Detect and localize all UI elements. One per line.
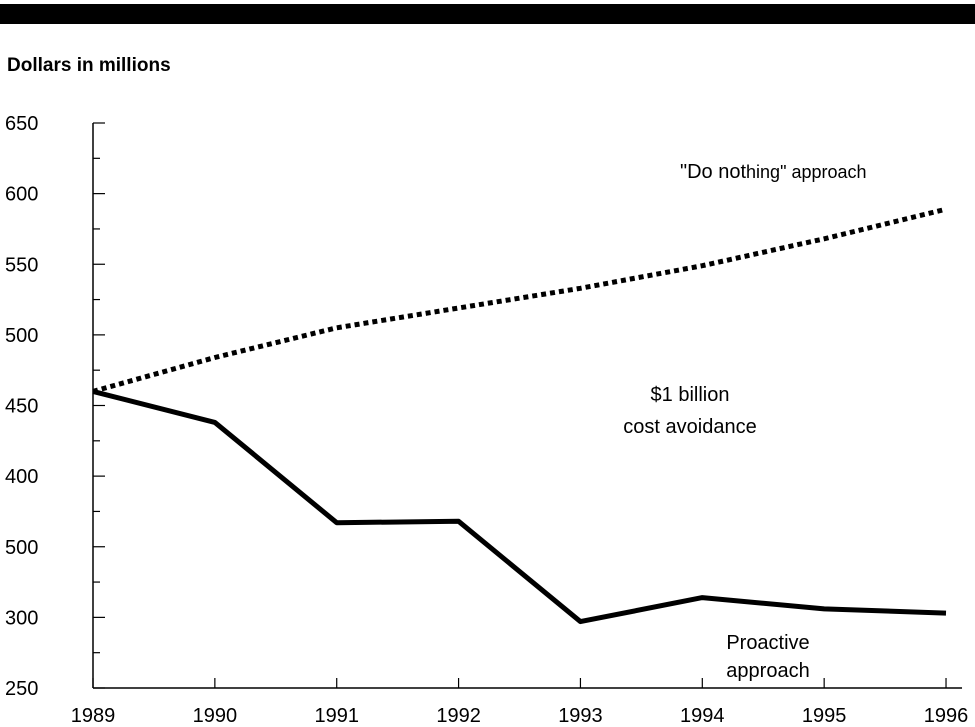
y-tick-label: 550: [5, 254, 38, 276]
x-tick-label: 1992: [436, 705, 481, 727]
top-black-bar: [0, 4, 975, 24]
y-tick-label: 650: [5, 113, 38, 135]
proactive-series-line: [92, 388, 947, 625]
x-tick-label: 1989: [71, 705, 116, 727]
do-nothing-label-suffix: hing" approach: [746, 162, 866, 182]
x-tick-label: 1995: [802, 705, 847, 727]
y-tick-label: 250: [5, 678, 38, 700]
chart-annotations: "Do nothing" approach $1 billion cost av…: [623, 161, 866, 682]
chart-axes: 650 600 550 500 450 400 500 300 250 1989 1990 1991 1…: [5, 113, 968, 727]
x-tick-label: 1996: [924, 705, 969, 727]
do-nothing-label: "Do nothing" approach: [680, 161, 867, 183]
proactive-label-line2: approach: [726, 660, 809, 682]
do-nothing-label-prefix: "Do not: [680, 161, 746, 183]
savings-label-line1: $1 billion: [651, 384, 730, 406]
y-tick-label: 450: [5, 396, 38, 418]
y-tick-label: 500: [5, 325, 38, 347]
y-tick-label: 500: [5, 537, 38, 559]
x-tick-label: 1994: [680, 705, 725, 727]
y-tick-label: 400: [5, 466, 38, 488]
x-tick-label: 1993: [558, 705, 603, 727]
savings-label-line2: cost avoidance: [623, 416, 756, 438]
proactive-label-line1: Proactive: [726, 632, 809, 654]
do-nothing-series-line: [92, 206, 947, 394]
x-tick-label: 1991: [314, 705, 359, 727]
chart-series: [92, 206, 947, 625]
y-tick-label: 600: [5, 184, 38, 206]
y-axis-unit-label: Dollars in millions: [7, 55, 171, 76]
x-tick-label: 1990: [193, 705, 238, 727]
y-tick-label: 300: [5, 607, 38, 629]
